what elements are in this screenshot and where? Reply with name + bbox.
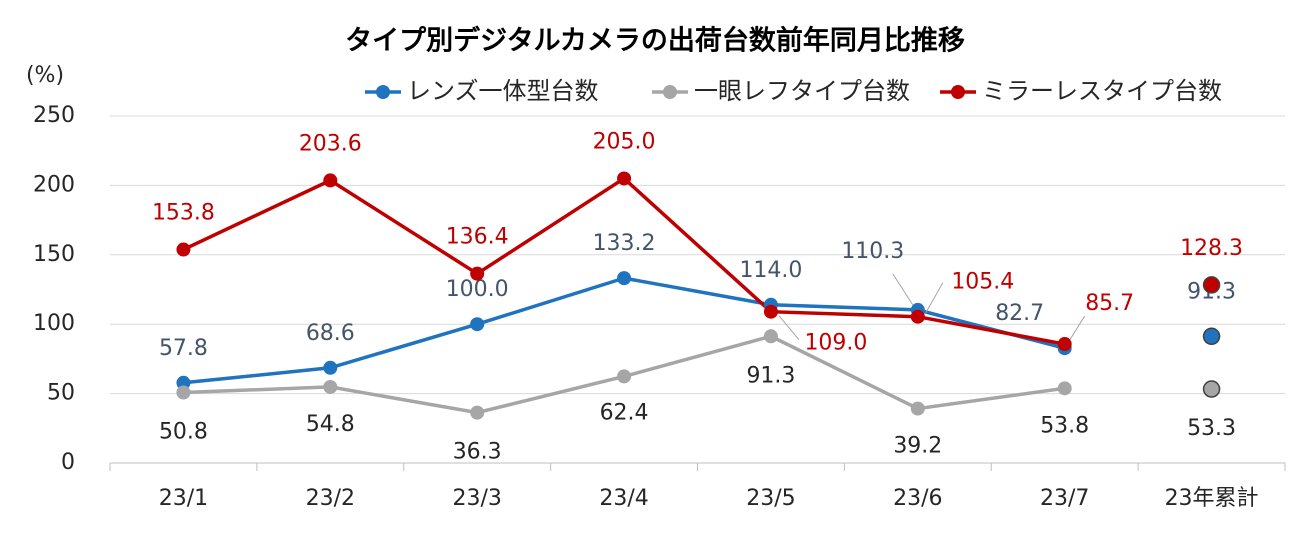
point [617, 369, 632, 384]
data-label: 105.4 [951, 270, 1014, 295]
point [763, 329, 778, 344]
x-tick-label: 23/7 [1040, 486, 1089, 511]
x-tick-label: 23/6 [893, 486, 942, 511]
y-tick-label: 250 [33, 103, 75, 128]
point [910, 401, 925, 416]
leader-line [1069, 315, 1086, 341]
legend-marker [951, 85, 965, 99]
point [910, 309, 925, 324]
point [1057, 381, 1072, 396]
point [617, 171, 632, 186]
chart-title: タイプ別デジタルカメラの出荷台数前年同月比推移 [345, 25, 965, 57]
data-label: 50.8 [159, 419, 208, 444]
data-label: 57.8 [159, 336, 208, 361]
data-label: 100.0 [446, 277, 509, 302]
legend-marker [376, 85, 390, 99]
point [617, 271, 632, 286]
data-label: 39.2 [893, 434, 942, 459]
data-label: 53.3 [1187, 416, 1236, 441]
point [1202, 327, 1221, 346]
x-tick-label: 23/3 [452, 486, 501, 511]
data-label: 82.7 [995, 301, 1044, 326]
y-tick-label: 50 [47, 381, 75, 406]
y-tick-label: 200 [33, 172, 75, 197]
point [176, 385, 191, 400]
point [470, 405, 485, 420]
data-label: 53.8 [1040, 413, 1089, 438]
y-tick-label: 100 [33, 311, 75, 336]
leader-line [892, 273, 914, 306]
data-label: 133.2 [593, 231, 656, 256]
data-label: 153.8 [152, 201, 215, 226]
point [763, 304, 778, 319]
data-label: 36.3 [453, 440, 502, 465]
data-label: 110.3 [841, 239, 904, 264]
leader-line [925, 282, 944, 313]
y-tick-label: 0 [61, 450, 75, 475]
point [470, 317, 485, 332]
x-tick-label: 23/4 [599, 486, 648, 511]
data-label: 205.0 [593, 129, 656, 154]
data-label: 109.0 [804, 331, 867, 356]
y-tick-label: 150 [33, 242, 75, 267]
x-tick-label: 23/1 [159, 486, 208, 511]
legend-label: ミラーレスタイプ台数 [982, 77, 1222, 105]
point [176, 375, 191, 390]
series-line [182, 176, 1066, 346]
x-tick-label: 23年累計 [1165, 486, 1259, 511]
legend-label: レンズ一体型台数 [407, 77, 599, 105]
x-tick-label: 23/5 [746, 486, 795, 511]
point [323, 360, 338, 375]
point [470, 266, 485, 281]
point [1202, 276, 1221, 294]
leader-line [778, 315, 800, 341]
data-label: 136.4 [446, 225, 509, 250]
data-label: 91.3 [746, 363, 795, 388]
data-label: 128.3 [1180, 236, 1243, 261]
data-label: 114.0 [739, 258, 802, 283]
point [323, 379, 338, 394]
y-unit: (%) [26, 63, 64, 88]
data-label: 68.6 [306, 321, 355, 346]
legend-marker [663, 85, 677, 99]
data-label: 54.8 [306, 412, 355, 437]
point [323, 173, 338, 188]
legend-label: 一眼レフタイプ台数 [694, 77, 910, 105]
point [176, 242, 191, 257]
point [1202, 380, 1221, 398]
point [1057, 337, 1072, 352]
x-tick-label: 23/2 [306, 486, 355, 511]
data-label: 203.6 [299, 131, 362, 156]
data-label: 62.4 [600, 400, 649, 425]
data-label: 85.7 [1085, 291, 1134, 316]
